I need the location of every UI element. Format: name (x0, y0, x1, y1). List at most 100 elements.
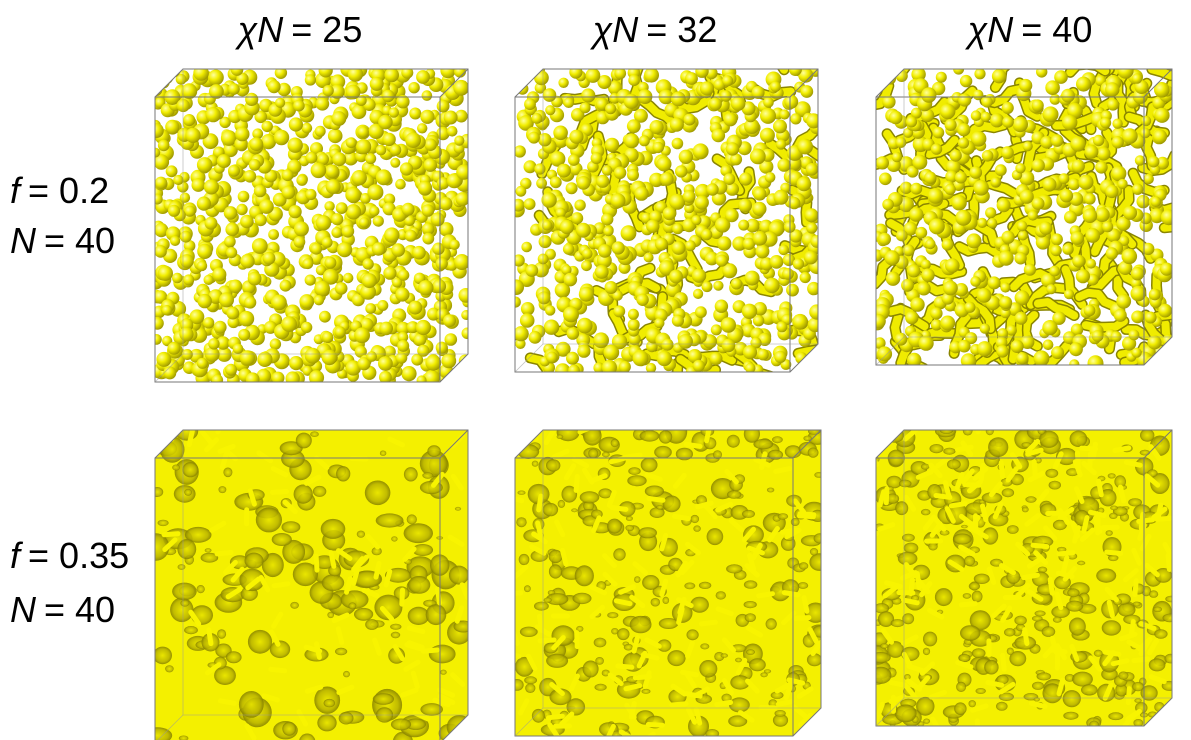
pore (640, 430, 660, 441)
sphere (555, 363, 570, 378)
sphere (795, 352, 807, 364)
sphere (179, 327, 193, 341)
sphere (416, 320, 431, 335)
sphere (431, 212, 445, 226)
sphere (605, 281, 618, 294)
sphere (1050, 245, 1061, 256)
sphere (514, 326, 529, 341)
pore (602, 452, 610, 457)
pore (923, 632, 937, 647)
pore (749, 658, 766, 671)
sphere (244, 170, 257, 183)
pore (339, 712, 354, 725)
sphere (439, 197, 452, 210)
sphere (1015, 163, 1025, 173)
strand (1134, 659, 1148, 661)
pore (1002, 488, 1014, 497)
pore (1118, 603, 1136, 617)
symbol: χN (590, 9, 640, 50)
sphere (289, 205, 302, 218)
strand (611, 458, 625, 462)
strand (1168, 556, 1169, 570)
sphere (778, 245, 789, 256)
sphere (173, 175, 183, 185)
sphere (1046, 284, 1056, 294)
strand (631, 704, 634, 718)
sphere (723, 112, 737, 126)
sphere (418, 181, 432, 195)
sphere (684, 114, 696, 126)
sphere (1059, 173, 1070, 184)
sphere (289, 356, 303, 370)
pore (745, 613, 756, 622)
pore (976, 688, 986, 694)
sphere (376, 169, 392, 185)
sphere (281, 316, 297, 332)
sphere (571, 212, 583, 224)
pore (923, 719, 930, 724)
pore (321, 519, 346, 539)
pore (814, 533, 827, 543)
sphere (372, 242, 385, 255)
sphere (1095, 161, 1108, 174)
pore (1063, 712, 1078, 720)
pore (178, 564, 186, 570)
sphere (352, 170, 367, 185)
sphere (693, 289, 703, 299)
strand (1082, 448, 1096, 449)
strand (1128, 689, 1129, 703)
sphere (1106, 247, 1118, 259)
strand (1034, 462, 1035, 476)
sphere (302, 258, 313, 269)
strand (386, 571, 390, 585)
sphere (581, 88, 595, 102)
pore (420, 481, 443, 494)
sphere (591, 152, 603, 164)
sphere (379, 322, 393, 336)
pore (310, 431, 319, 437)
sphere (716, 255, 728, 267)
sphere (1061, 89, 1075, 103)
pore (1118, 672, 1128, 680)
strand (702, 622, 716, 624)
sphere (753, 187, 766, 200)
sphere (524, 160, 537, 173)
sphere (225, 364, 237, 376)
pore (775, 710, 786, 717)
sphere (1088, 355, 1104, 371)
value: = 25 (291, 9, 362, 50)
sphere (611, 193, 626, 208)
sphere (636, 294, 648, 306)
sphere (204, 179, 219, 194)
sphere (322, 332, 333, 343)
sphere (776, 321, 787, 332)
strand (209, 630, 211, 644)
sphere (359, 217, 370, 228)
sphere (936, 72, 947, 83)
sphere (447, 126, 458, 137)
sphere (319, 63, 333, 77)
pore (549, 564, 562, 578)
sphere (907, 264, 920, 277)
pore (1022, 507, 1029, 513)
sphere (1024, 264, 1036, 276)
pore (628, 467, 640, 475)
sphere (259, 199, 274, 214)
sphere (806, 222, 817, 233)
sphere (685, 72, 698, 85)
pore (699, 582, 711, 589)
sphere (354, 327, 370, 343)
sphere (960, 75, 972, 87)
sphere (981, 112, 991, 122)
pore (1154, 629, 1167, 638)
sphere (1016, 352, 1028, 364)
pore (324, 699, 335, 707)
strand (153, 431, 167, 433)
strand (563, 550, 566, 564)
sphere (720, 90, 732, 102)
sphere (378, 115, 393, 130)
pore (961, 525, 968, 528)
sphere (151, 317, 164, 330)
sphere (755, 244, 769, 258)
sphere (958, 137, 969, 148)
